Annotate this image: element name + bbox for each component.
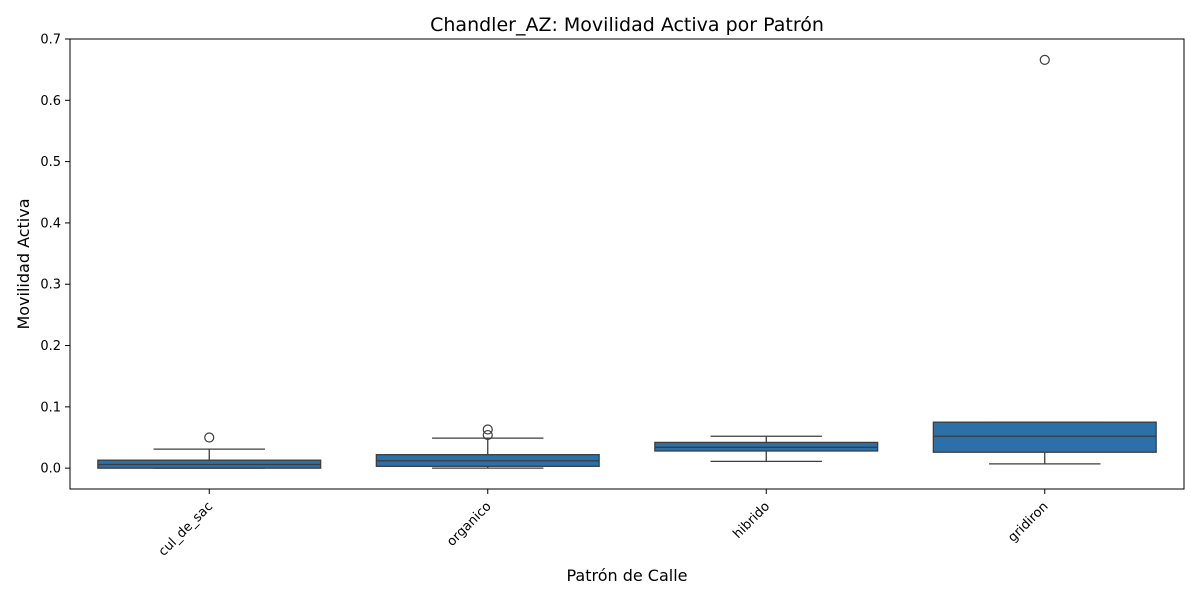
x-tick-label: gridiron xyxy=(1005,499,1051,545)
x-tick-label: cul_de_sac xyxy=(156,499,216,559)
x-tick-label: hibrido xyxy=(730,499,773,542)
y-tick-label: 0.2 xyxy=(40,339,61,354)
box-group-gridiron xyxy=(932,54,1157,465)
y-tick-label: 0.5 xyxy=(40,155,61,170)
box-iqr xyxy=(932,421,1157,453)
box-group-cul_de_sac xyxy=(97,432,322,469)
x-tick-label: organico xyxy=(444,499,494,549)
box-group-organico xyxy=(375,424,600,469)
plot-area: 0.0 0.1 0.2 0.3 0.4 0.5 0.6 0.7 cul_de_sac organi… xyxy=(40,33,1157,559)
y-tick-label: 0.1 xyxy=(40,400,61,415)
outlier-point xyxy=(482,429,493,441)
plot-frame xyxy=(69,38,1185,490)
x-axis-title: Patrón de Calle xyxy=(566,566,687,585)
y-tick-label: 0.4 xyxy=(40,216,61,231)
y-tick-label: 0.7 xyxy=(40,33,61,48)
outlier-point xyxy=(1039,54,1050,65)
chart-title: Chandler_AZ: Movilidad Activa por Patrón xyxy=(430,14,824,36)
box-group-hibrido xyxy=(654,435,879,463)
y-tick-label: 0.0 xyxy=(40,462,61,477)
y-tick-label: 0.3 xyxy=(40,278,61,293)
y-axis-title: Movilidad Activa xyxy=(14,198,33,329)
y-tick-label: 0.6 xyxy=(40,94,61,109)
outlier-point xyxy=(204,432,215,443)
outlier-point xyxy=(482,424,493,435)
